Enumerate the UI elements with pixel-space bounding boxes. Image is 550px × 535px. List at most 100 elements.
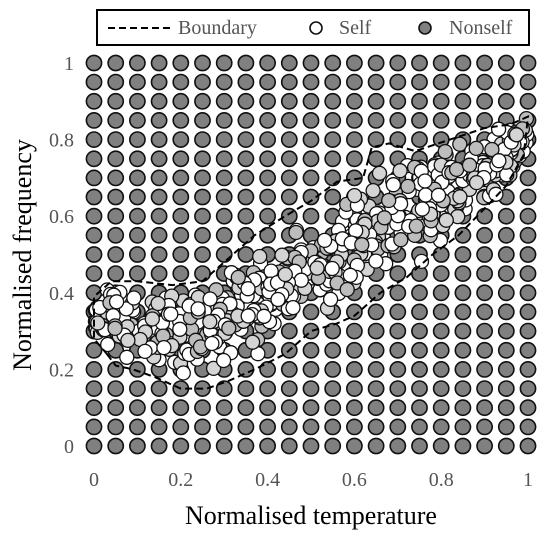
nonself-point [128,399,146,417]
nonself-point [85,437,103,455]
self-point [144,311,160,327]
nonself-point [411,54,428,72]
nonself-point [519,73,537,91]
nonself-point [345,73,363,91]
nonself-point [324,92,342,110]
nonself-point [497,380,515,397]
nonself-point [107,92,125,110]
nonself-point [107,380,125,397]
self-point [293,272,309,288]
self-point [90,315,106,331]
nonself-point [85,418,103,436]
nonself-point [324,169,342,187]
nonself-point [194,437,211,455]
nonself-point [107,73,125,91]
nonself-point [85,169,103,187]
nonself-point [324,380,342,397]
x-tick-label: 0.6 [342,469,367,491]
nonself-point [215,226,233,244]
nonself-point [454,284,472,302]
nonself-point [128,265,146,282]
self-point [452,189,468,205]
nonself-point [280,418,298,436]
nonself-point [476,54,493,72]
self-point [107,320,123,337]
nonself-point [389,54,407,72]
nonself-point [302,360,320,378]
nonself-point [302,380,320,397]
nonself-point [194,399,211,417]
nonself-point [215,54,233,72]
self-point [414,201,430,217]
nonself-point [280,92,298,110]
nonself-point [107,360,125,378]
nonself-point [389,112,407,129]
self-point [342,267,358,283]
nonself-point [237,226,255,244]
nonself-point [497,399,515,417]
self-point [392,163,408,179]
nonself-point [345,341,363,359]
nonself-point [476,399,493,417]
nonself-point [280,188,298,206]
nonself-point [85,73,103,91]
nonself-point [476,226,493,244]
nonself-point [519,226,537,244]
nonself-point [128,169,146,187]
nonself-point [259,418,276,436]
nonself-point [259,360,276,378]
nonself-point [411,399,428,417]
nonself-point [280,54,298,72]
nonself-point [128,437,146,455]
nonself-point [237,207,255,225]
self-point [175,365,191,381]
nonself-point [85,399,103,417]
nonself-point [107,188,125,206]
self-point [468,174,485,191]
nonself-point [432,54,450,72]
nonself-point [454,380,472,397]
self-point [484,141,500,158]
nonself-point [519,341,537,359]
nonself-point [128,360,146,378]
nonself-point [259,131,276,148]
nonself-point [150,380,168,397]
nonself-point [128,54,146,72]
nonself-point [497,303,515,321]
nonself-point [194,207,211,225]
nonself-point [150,92,168,110]
nonself-point [345,92,363,110]
nonself-point [497,73,515,91]
nonself-point [411,341,428,359]
x-tick-label: 0 [89,469,99,491]
self-point [400,178,416,195]
nonself-point [497,360,515,378]
nonself-point [345,131,363,148]
nonself-point [519,303,537,321]
nonself-point [128,73,146,91]
nonself-point [324,437,342,455]
self-point [408,218,424,234]
nonself-point [324,112,342,129]
self-point [156,339,172,356]
nonself-point [107,418,125,436]
nonself-point [237,246,255,263]
nonself-point [85,380,103,397]
nonself-point [389,284,407,302]
nonself-point [367,54,385,72]
nonself-point [259,380,276,397]
nonself-point [519,437,537,455]
nonself-point [389,418,407,436]
nonself-point [454,246,472,263]
nonself-point [107,246,125,263]
nonself-point [172,246,190,263]
nonself-point [345,399,363,417]
boundary-line [93,114,530,390]
nonself-point [432,437,450,455]
self-point [230,269,246,286]
nonself-point [432,92,450,110]
nonself-point [259,112,276,129]
nonself-point [280,150,298,168]
nonself-point [172,418,190,436]
nonself-point [128,226,146,244]
